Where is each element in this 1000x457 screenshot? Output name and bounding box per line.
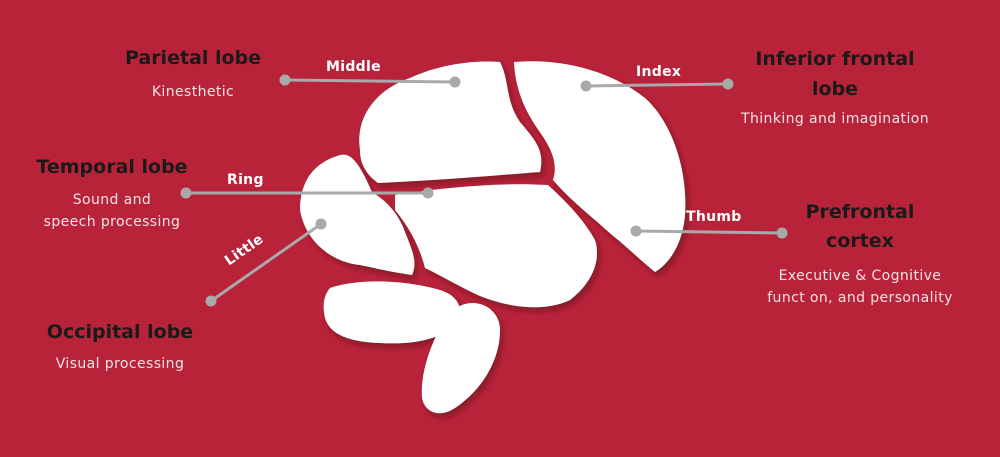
parietal-lobe-title: Parietal lobe (124, 47, 262, 69)
connector-little-dot-right (315, 218, 327, 230)
prefrontal-cortex-title-1: Prefrontal (805, 201, 915, 223)
brain-region-parietal (359, 61, 542, 183)
connector-little-dot-left (205, 295, 217, 307)
temporal-lobe-title: Temporal lobe (36, 156, 188, 178)
connector-middle (284, 78, 456, 84)
parietal-lobe-desc: Kinesthetic (151, 84, 235, 100)
finger-label-thumb: Thumb (686, 209, 742, 225)
connector-middle-dot-right (449, 76, 461, 88)
brain-region-occipital (323, 281, 460, 344)
temporal-lobe-desc-2: speech processing (43, 214, 181, 230)
connector-thumb-dot-left (630, 225, 642, 237)
finger-label-middle: Middle (326, 59, 381, 75)
brain-region-central (395, 184, 598, 308)
connector-ring-dot-right (422, 187, 434, 199)
temporal-lobe-desc-1: Sound and (72, 192, 152, 208)
finger-label-index: Index (636, 64, 682, 80)
prefrontal-cortex-desc-2: funct on, and personality (767, 290, 953, 306)
brain-region-stem (421, 302, 500, 414)
inferior-frontal-lobe-title-1: Inferior frontal (755, 48, 915, 70)
prefrontal-cortex-title-2: cortex (826, 230, 894, 252)
finger-label-ring: Ring (227, 172, 264, 188)
inferior-frontal-lobe-title-2: lobe (811, 78, 859, 100)
connector-little (210, 222, 322, 303)
occipital-lobe-desc: Visual processing (55, 356, 185, 372)
brain-region-frontal (514, 61, 686, 272)
connector-index-dot-right (722, 78, 734, 90)
connector-index-dot-left (580, 80, 592, 92)
connector-thumb-dot-right (776, 227, 788, 239)
connector-ring-dot-left (180, 187, 192, 199)
prefrontal-cortex-desc-1: Executive & Cognitive (778, 268, 942, 284)
inferior-frontal-lobe-desc: Thinking and imagination (741, 111, 929, 127)
connector-middle-dot-left (279, 74, 291, 86)
connector-index (585, 82, 729, 88)
occipital-lobe-title: Occipital lobe (46, 321, 194, 343)
brain-region-temporal (300, 154, 415, 275)
connector-thumb (635, 229, 783, 235)
